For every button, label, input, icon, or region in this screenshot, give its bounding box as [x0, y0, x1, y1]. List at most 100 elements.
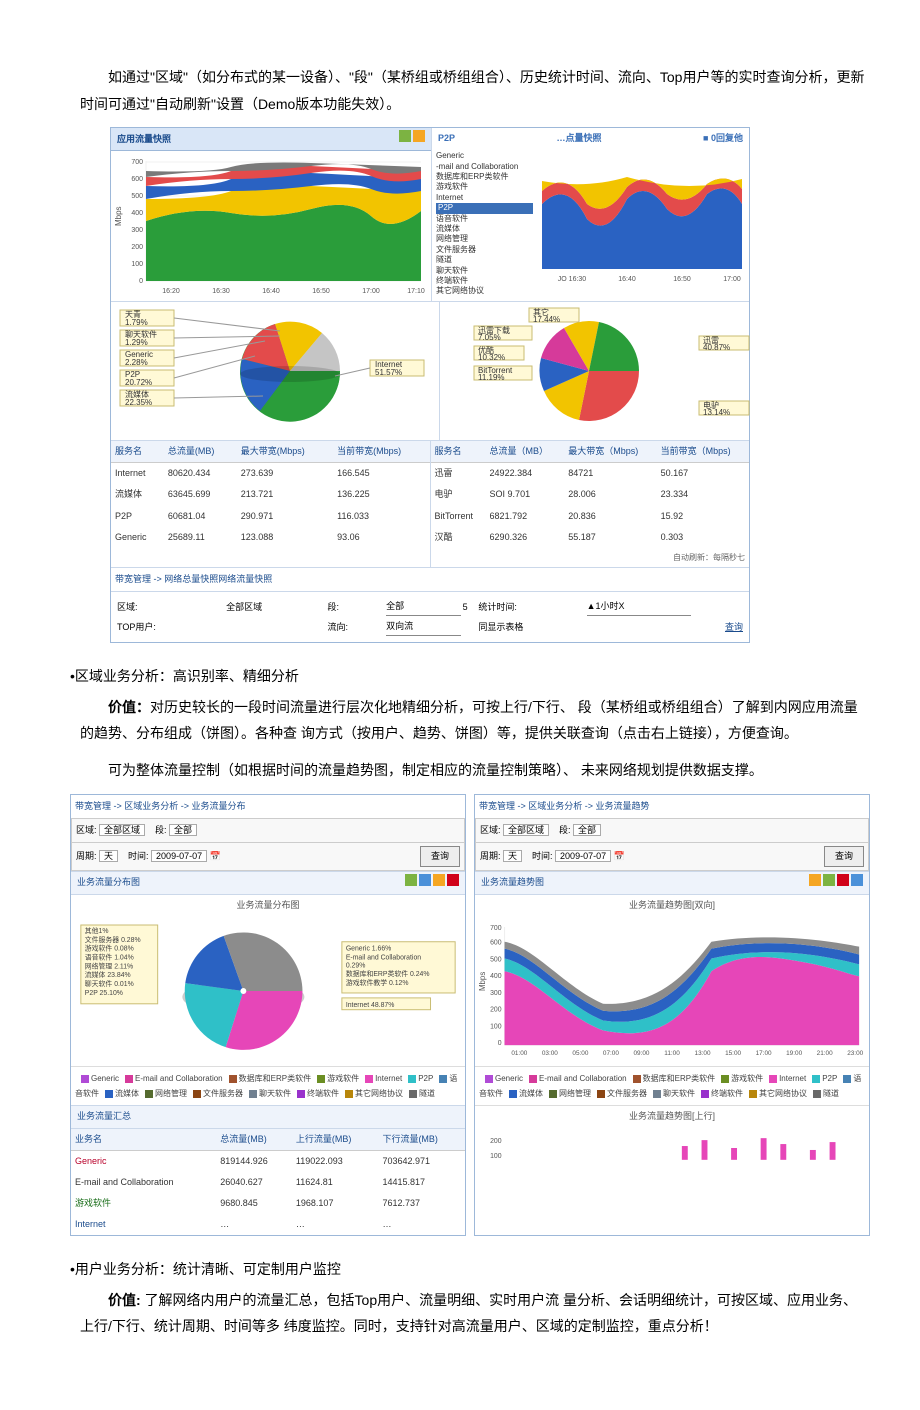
svg-text:聊天软件 0.01%: 聊天软件 0.01%: [85, 979, 134, 988]
query-button-r[interactable]: 查询: [824, 846, 864, 867]
sel-time-r[interactable]: 2009-07-07: [555, 850, 611, 862]
svg-text:17.44%: 17.44%: [533, 315, 560, 324]
area-chart-left: 0100200 300400500 600700 Mbps 16:2016:30…: [111, 151, 431, 301]
svg-text:16:50: 16:50: [673, 276, 691, 283]
legend-left: GenericE-mail and Collaboration数据库和ERP类软…: [71, 1066, 465, 1105]
svg-text:200: 200: [131, 244, 143, 251]
svg-text:其他1%: 其他1%: [85, 926, 109, 935]
svg-text:07:00: 07:00: [603, 1050, 619, 1057]
p2p-label: P2P: [438, 130, 455, 147]
svg-text:Mbps: Mbps: [114, 207, 123, 227]
pie-section-title: 业务流量分布图: [77, 874, 140, 892]
summary-title: 业务流量汇总: [77, 1108, 131, 1125]
service-table-left: 服务名总流量(MB)最大带宽(Mbps)当前带宽(Mbps) Internet8…: [111, 441, 430, 547]
svg-text:500: 500: [490, 957, 502, 964]
svg-text:16:50: 16:50: [312, 288, 330, 295]
trend-chart: 0100200 300400500 600700 Mbps 01:0003:00…: [475, 916, 869, 1066]
breadcrumb-right: 带宽管理 -> 区域业务分析 -> 业务流量趋势: [475, 795, 869, 818]
svg-text:19:00: 19:00: [786, 1050, 802, 1057]
sel-period[interactable]: 天: [99, 850, 118, 862]
svg-text:09:00: 09:00: [633, 1050, 649, 1057]
pie-left: 天青1.79% 聊天软件1.29% Generic2.28% P2P20.72%…: [115, 306, 435, 436]
query-link[interactable]: 查询: [725, 622, 743, 632]
svg-text:7.05%: 7.05%: [478, 333, 501, 342]
svg-text:17:00: 17:00: [723, 276, 741, 283]
value-para-1b: 可为整体流量控制（如根据时间的流量趋势图，制定相应的流量控制策略）、 未来网络规…: [80, 757, 870, 784]
svg-text:网络管理 2.11%: 网络管理 2.11%: [85, 961, 133, 970]
svg-text:40.87%: 40.87%: [703, 343, 730, 352]
svg-text:300: 300: [490, 990, 502, 997]
svg-text:300: 300: [131, 227, 143, 234]
panel-icons[interactable]: [397, 130, 425, 148]
toolbar-icons[interactable]: [403, 874, 459, 892]
svg-text:0.29%: 0.29%: [346, 962, 366, 969]
trend2-title: 业务流量趋势图[上行]: [475, 1105, 869, 1127]
svg-text:1.29%: 1.29%: [125, 338, 148, 347]
svg-text:文件服务器 0.28%: 文件服务器 0.28%: [85, 935, 141, 944]
svg-text:200: 200: [490, 1007, 502, 1014]
svg-text:2.28%: 2.28%: [125, 358, 148, 367]
sel-region-r[interactable]: 全部区域: [503, 824, 549, 836]
svg-text:游戏软件教学 0.12%: 游戏软件教学 0.12%: [346, 978, 409, 987]
svg-text:11:00: 11:00: [664, 1050, 680, 1057]
svg-text:16:40: 16:40: [618, 276, 636, 283]
figure-snapshot: 应用流量快照 0100200 3004005: [110, 127, 870, 643]
svg-text:05:00: 05:00: [572, 1050, 588, 1057]
svg-text:500: 500: [131, 193, 143, 200]
trend-section-title: 业务流量趋势图: [481, 874, 544, 892]
sel-period-r[interactable]: 天: [503, 850, 522, 862]
svg-text:17:10: 17:10: [407, 288, 425, 295]
svg-text:Internet 48.87%: Internet 48.87%: [346, 1002, 395, 1009]
value-para-1: 价值：对历史较长的一段时间流量进行层次化地精细分析，可按上行/下行、 段（某桥组…: [80, 694, 870, 747]
legend-a: …点量快照: [557, 130, 602, 147]
area-chart-right: JO 16:30 16:40 16:50 17:00: [537, 149, 747, 284]
breadcrumb: 带宽管理 -> 网络总量快照网络流量快照: [111, 567, 749, 591]
svg-text:0: 0: [498, 1040, 502, 1047]
svg-text:100: 100: [490, 1152, 502, 1159]
figure-region-analysis: 带宽管理 -> 区域业务分析 -> 业务流量分布 区域: 全部区域 段: 全部 …: [70, 794, 870, 1236]
svg-text:03:00: 03:00: [542, 1050, 558, 1057]
sel-time[interactable]: 2009-07-07: [151, 850, 207, 862]
svg-text:16:30: 16:30: [212, 288, 230, 295]
svg-text:23:00: 23:00: [847, 1050, 863, 1057]
svg-text:17:00: 17:00: [756, 1050, 772, 1057]
svg-text:600: 600: [131, 176, 143, 183]
svg-text:15:00: 15:00: [725, 1050, 741, 1057]
svg-text:E-mail and Collaboration: E-mail and Collaboration: [346, 955, 421, 962]
svg-text:Mbps: Mbps: [478, 972, 487, 991]
svg-text:700: 700: [131, 159, 143, 166]
svg-text:100: 100: [131, 261, 143, 268]
svg-text:01:00: 01:00: [511, 1050, 527, 1057]
sel-seg-r[interactable]: 全部: [573, 824, 601, 836]
toolbar-icons-r[interactable]: [807, 874, 863, 892]
trend-title: 业务流量趋势图[双向]: [475, 895, 869, 916]
svg-text:16:20: 16:20: [162, 288, 180, 295]
category-list: Generic-mail and Collaboration 数据库和ERP类软…: [432, 149, 537, 298]
svg-text:0: 0: [139, 278, 143, 285]
query-button[interactable]: 查询: [420, 846, 460, 867]
breadcrumb-left: 带宽管理 -> 区域业务分析 -> 业务流量分布: [71, 795, 465, 818]
intro-para: 如通过"区域"（如分布式的某一设备）、"段"（某桥组或桥组组合）、历史统计时间、…: [80, 64, 870, 117]
svg-text:400: 400: [490, 973, 502, 980]
filter-left: 区域: 全部区域 段: 全部: [71, 818, 465, 843]
pie-right: 其它17.44% 迅雷下载7.05% 优酷10.32% BitTorrent11…: [444, 306, 764, 436]
bullet-region-analysis: •区域业务分析：高识别率、精细分析: [70, 663, 870, 690]
summary-table: 业务名总流量(MB)上行流量(MB)下行流量(MB) Generic819144…: [71, 1129, 465, 1235]
svg-text:16:40: 16:40: [262, 288, 280, 295]
svg-text:P2P 25.10%: P2P 25.10%: [85, 990, 123, 997]
filter-right: 区域: 全部区域 段: 全部: [475, 818, 869, 843]
sel-region[interactable]: 全部区域: [99, 824, 145, 836]
trend-chart-up: 100200: [475, 1128, 869, 1168]
svg-text:13.14%: 13.14%: [703, 408, 730, 417]
svg-text:JO 16:30: JO 16:30: [558, 276, 587, 283]
svg-text:Generic 1.66%: Generic 1.66%: [346, 946, 391, 953]
bullet-user-analysis: •用户业务分析：统计清晰、可定制用户监控: [70, 1256, 870, 1283]
snapshot-title: 应用流量快照: [117, 131, 171, 148]
value-para-3: 价值: 了解网络内用户的流量汇总，包括Top用户、流量明细、实时用户流 量分析、…: [80, 1287, 870, 1340]
svg-text:数据库和ERP类软件 0.24%: 数据库和ERP类软件 0.24%: [346, 969, 430, 978]
svg-text:51.57%: 51.57%: [375, 368, 402, 377]
sel-seg[interactable]: 全部: [169, 824, 197, 836]
svg-text:游戏软件 0.08%: 游戏软件 0.08%: [85, 944, 134, 953]
filter-bar: 区域:全部区域 段:全部5 统计时间:▲1小时X TOP用户: 流向:双向流 同…: [111, 591, 749, 642]
svg-text:流媒体 23.84%: 流媒体 23.84%: [85, 970, 131, 979]
